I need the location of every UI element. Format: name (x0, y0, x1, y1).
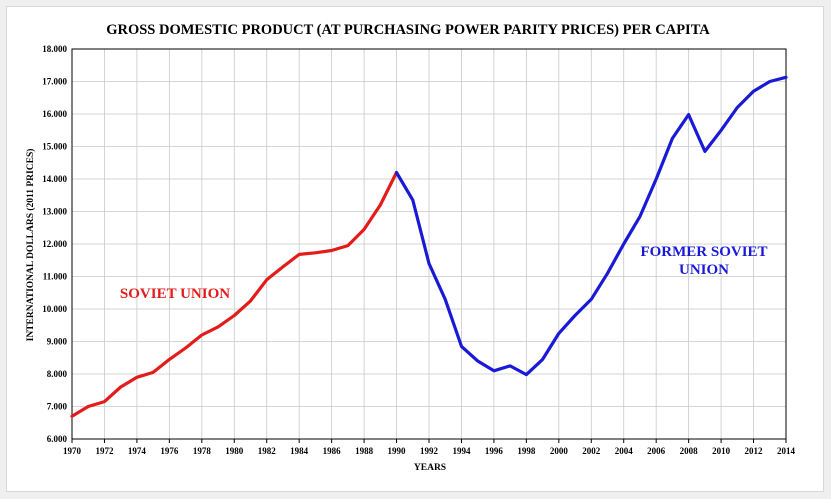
x-tick-label: 1996 (485, 446, 504, 456)
series-label-former-soviet-line2: UNION (679, 262, 729, 278)
x-tick-label: 1982 (258, 446, 277, 456)
y-tick-label: 10.000 (42, 304, 67, 314)
x-tick-label: 2004 (615, 446, 634, 456)
x-tick-label: 1988 (355, 446, 374, 456)
series-line-former-soviet-union (394, 75, 788, 377)
x-tick-label: 1984 (290, 446, 309, 456)
y-tick-label: 15.000 (42, 142, 67, 152)
y-tick-label: 9.000 (47, 337, 68, 347)
y-tick-label: 13.000 (42, 207, 67, 217)
x-tick-label: 2012 (745, 446, 764, 456)
x-tick-label: 1986 (323, 446, 342, 456)
x-tick-label: 1990 (388, 446, 407, 456)
x-tick-label: 1998 (517, 446, 536, 456)
y-tick-label: 11.000 (43, 272, 68, 282)
x-tick-label: 1994 (452, 446, 471, 456)
y-axis-ticks: 6.000 7.000 8.000 9.000 10.000 11.000 12.000 13… (42, 44, 67, 444)
y-tick-label: 8.000 (47, 369, 68, 379)
x-tick-label: 1976 (160, 446, 179, 456)
x-tick-label: 2000 (550, 446, 569, 456)
chart-frame (6, 6, 824, 492)
y-tick-label: 14.000 (42, 174, 67, 184)
x-tick-label: 1978 (193, 446, 212, 456)
y-tick-label: 12.000 (42, 239, 67, 249)
chart-title: GROSS DOMESTIC PRODUCT (AT PURCHASING PO… (106, 22, 710, 38)
y-tick-label: 16.000 (42, 109, 67, 119)
x-tick-label: 2006 (647, 446, 666, 456)
x-tick-label: 1970 (63, 446, 82, 456)
x-tick-label: 2002 (582, 446, 601, 456)
x-axis-label: YEARS (414, 463, 446, 473)
y-axis-label: INTERNATIONAL DOLLARS (2011 PRICES) (25, 149, 36, 342)
series-line-soviet-union (70, 170, 399, 418)
x-tick-label: 1972 (95, 446, 114, 456)
x-axis-ticks: 1970 1972 1974 1976 1978 1980 1982 1984 1986 1988… (63, 439, 796, 456)
y-tick-label: 17.000 (42, 77, 67, 87)
x-tick-label: 2008 (680, 446, 699, 456)
series-lines (70, 75, 788, 418)
series-label-soviet-union: SOVIET UNION (120, 286, 230, 302)
x-tick-label: 2014 (777, 446, 796, 456)
y-tick-label: 6.000 (47, 434, 68, 444)
y-tick-label: 7.000 (47, 402, 68, 412)
x-tick-label: 1974 (128, 446, 147, 456)
x-tick-label: 2010 (712, 446, 731, 456)
x-tick-label: 1992 (420, 446, 439, 456)
series-label-former-soviet-line1: FORMER SOVIET (640, 244, 767, 260)
x-tick-label: 1980 (225, 446, 244, 456)
y-tick-label: 18.000 (42, 44, 67, 54)
